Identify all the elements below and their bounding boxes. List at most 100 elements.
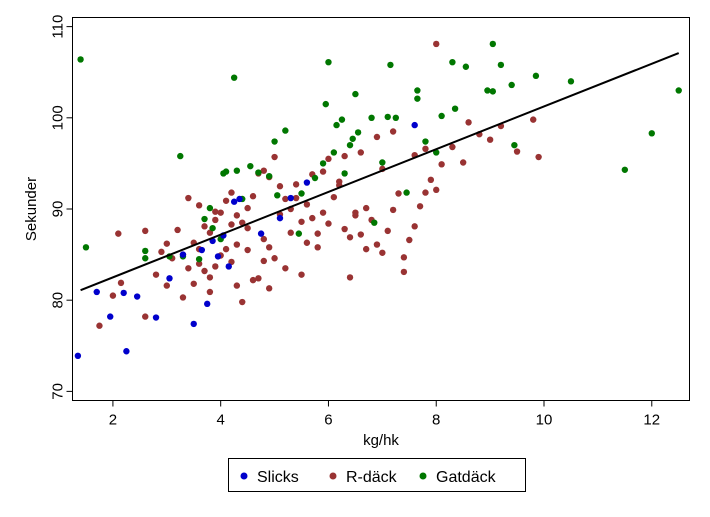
point-slicks bbox=[179, 251, 187, 258]
point-r-dack bbox=[292, 181, 300, 188]
point-slicks bbox=[257, 230, 265, 237]
point-r-dack bbox=[400, 254, 408, 261]
point-r-dack bbox=[233, 282, 241, 289]
point-r-dack bbox=[185, 194, 192, 202]
point-r-dack bbox=[336, 178, 343, 185]
point-gatdack bbox=[484, 87, 491, 94]
point-r-dack bbox=[222, 245, 230, 253]
point-r-dack bbox=[384, 227, 391, 235]
point-r-dack bbox=[389, 206, 397, 214]
point-r-dack bbox=[206, 288, 214, 296]
point-r-dack bbox=[341, 152, 348, 160]
legend-marker-gatdack bbox=[419, 472, 427, 480]
point-gatdack bbox=[451, 105, 459, 112]
point-r-dack bbox=[309, 214, 316, 222]
point-slicks bbox=[236, 195, 243, 203]
point-gatdack bbox=[489, 40, 497, 48]
point-gatdack bbox=[325, 58, 332, 66]
point-r-dack bbox=[282, 195, 289, 203]
point-r-dack bbox=[314, 244, 321, 251]
point-gatdack bbox=[508, 81, 515, 89]
point-r-dack bbox=[142, 313, 149, 320]
point-r-dack bbox=[179, 294, 187, 301]
x-tick-label: 4 bbox=[217, 412, 225, 429]
point-r-dack bbox=[212, 216, 219, 224]
point-r-dack bbox=[185, 265, 192, 272]
point-slicks bbox=[93, 288, 100, 296]
point-r-dack bbox=[346, 234, 354, 241]
point-r-dack bbox=[303, 201, 311, 208]
point-r-dack bbox=[115, 230, 122, 237]
point-r-dack bbox=[287, 229, 294, 236]
trend-line bbox=[80, 52, 680, 292]
point-slicks bbox=[120, 289, 127, 297]
point-r-dack bbox=[427, 176, 435, 184]
point-r-dack bbox=[433, 186, 440, 194]
point-r-dack bbox=[109, 292, 117, 299]
point-gatdack bbox=[233, 167, 241, 174]
point-gatdack bbox=[255, 169, 262, 176]
point-r-dack bbox=[346, 274, 354, 281]
point-r-dack bbox=[416, 203, 424, 210]
legend: Slicks R-däck Gatdäck bbox=[228, 458, 526, 492]
legend-label-slicks: Slicks bbox=[257, 469, 299, 486]
y-tick-label: 100 bbox=[50, 105, 67, 130]
point-r-dack bbox=[244, 204, 251, 212]
point-r-dack bbox=[217, 209, 224, 216]
y-tick-label: 80 bbox=[50, 292, 67, 309]
point-r-dack bbox=[325, 220, 332, 227]
point-gatdack bbox=[319, 160, 327, 167]
point-r-dack bbox=[265, 285, 273, 292]
trend-layer bbox=[80, 52, 680, 292]
point-r-dack bbox=[244, 246, 251, 254]
point-r-dack bbox=[395, 190, 402, 197]
point-r-dack bbox=[325, 155, 332, 163]
point-gatdack bbox=[77, 56, 84, 63]
y-tick-label: 70 bbox=[50, 383, 67, 400]
point-r-dack bbox=[389, 128, 397, 135]
point-gatdack bbox=[201, 215, 208, 223]
point-r-dack bbox=[260, 257, 267, 265]
point-gatdack bbox=[271, 138, 278, 145]
point-gatdack bbox=[675, 87, 682, 94]
point-gatdack bbox=[230, 74, 238, 81]
point-r-dack bbox=[271, 153, 278, 161]
point-r-dack bbox=[244, 224, 251, 232]
point-r-dack bbox=[222, 197, 230, 204]
point-slicks bbox=[303, 179, 311, 186]
point-r-dack bbox=[449, 143, 456, 151]
legend-box bbox=[228, 458, 526, 492]
point-gatdack bbox=[489, 88, 497, 95]
point-gatdack bbox=[338, 116, 346, 123]
point-slicks bbox=[287, 194, 294, 202]
point-slicks bbox=[204, 300, 211, 308]
point-r-dack bbox=[486, 136, 494, 143]
point-r-dack bbox=[465, 119, 472, 126]
point-slicks bbox=[276, 214, 284, 222]
point-r-dack bbox=[406, 236, 413, 244]
point-r-dack bbox=[319, 209, 327, 216]
point-slicks bbox=[133, 293, 141, 300]
point-r-dack bbox=[233, 241, 241, 248]
point-r-dack bbox=[422, 145, 429, 153]
point-gatdack bbox=[384, 113, 391, 121]
point-slicks bbox=[198, 246, 206, 254]
legend-label-r-dack: R-däck bbox=[346, 469, 398, 486]
point-r-dack bbox=[249, 193, 257, 200]
point-r-dack bbox=[158, 248, 165, 256]
point-r-dack bbox=[212, 208, 219, 215]
point-r-dack bbox=[206, 274, 214, 281]
point-r-dack bbox=[265, 244, 273, 251]
point-r-dack bbox=[352, 209, 359, 216]
point-r-dack bbox=[201, 267, 208, 275]
point-r-dack bbox=[373, 241, 381, 248]
x-tick-label: 2 bbox=[109, 412, 117, 429]
point-r-dack bbox=[292, 194, 300, 202]
point-r-dack bbox=[298, 218, 305, 225]
point-r-dack bbox=[228, 221, 235, 228]
point-gatdack bbox=[195, 255, 203, 263]
point-r-dack bbox=[212, 263, 219, 270]
point-gatdack bbox=[532, 72, 540, 80]
point-gatdack bbox=[354, 129, 362, 136]
point-gatdack bbox=[371, 219, 378, 226]
